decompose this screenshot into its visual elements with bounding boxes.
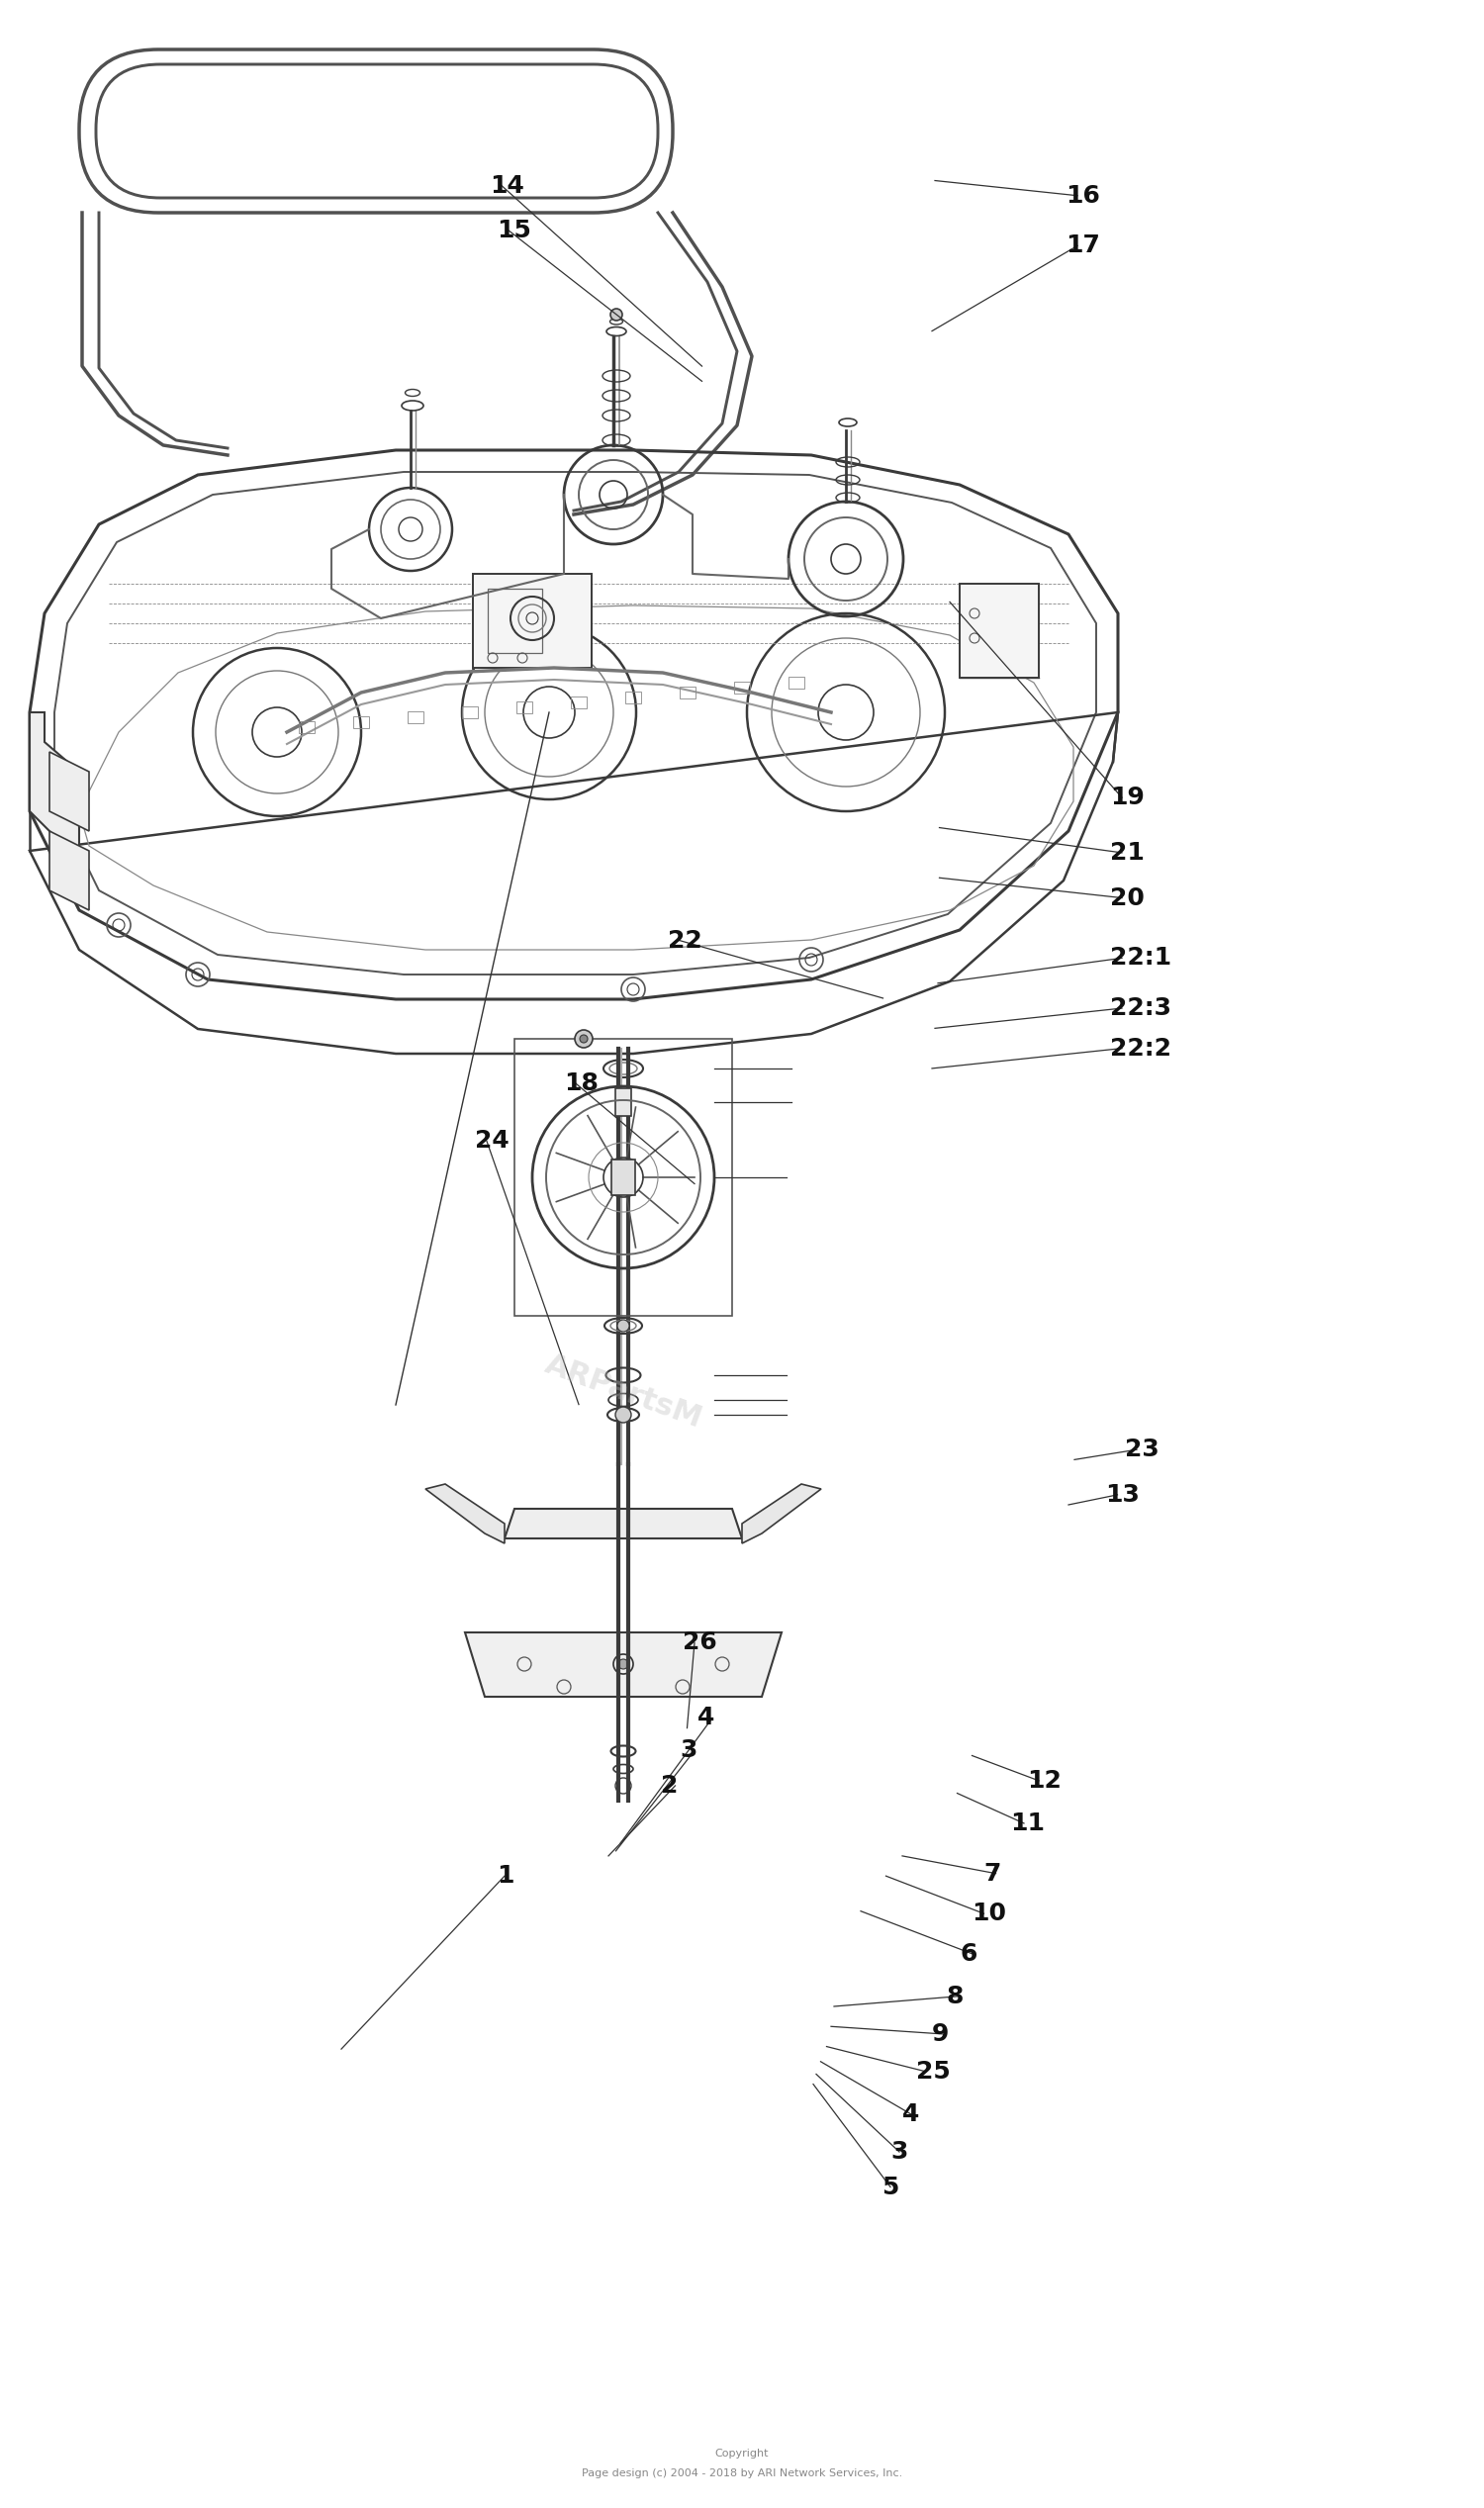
Text: 2: 2 bbox=[660, 1773, 678, 1798]
Text: 16: 16 bbox=[1066, 183, 1100, 208]
Text: 22:2: 22:2 bbox=[1110, 1036, 1171, 1061]
Circle shape bbox=[580, 1036, 588, 1043]
Circle shape bbox=[616, 1407, 631, 1422]
Text: 6: 6 bbox=[960, 1941, 978, 1966]
Text: 4: 4 bbox=[902, 2102, 920, 2127]
Text: 3: 3 bbox=[680, 1738, 697, 1763]
Text: 12: 12 bbox=[1027, 1768, 1061, 1793]
Bar bbox=[571, 697, 586, 707]
Text: 5: 5 bbox=[881, 2174, 899, 2200]
Polygon shape bbox=[464, 1633, 782, 1698]
Polygon shape bbox=[49, 830, 89, 910]
Text: 4: 4 bbox=[697, 1705, 715, 1731]
Bar bbox=[680, 687, 696, 700]
Text: Page design (c) 2004 - 2018 by ARI Network Services, Inc.: Page design (c) 2004 - 2018 by ARI Netwo… bbox=[582, 2468, 902, 2478]
Bar bbox=[788, 677, 804, 690]
Bar bbox=[515, 1038, 732, 1317]
Text: 11: 11 bbox=[1011, 1811, 1045, 1836]
Text: 22:1: 22:1 bbox=[1110, 946, 1171, 971]
Polygon shape bbox=[49, 752, 89, 830]
Bar bbox=[516, 702, 533, 712]
Bar bbox=[611, 1159, 635, 1196]
Circle shape bbox=[610, 308, 622, 321]
Polygon shape bbox=[426, 1485, 505, 1542]
Bar bbox=[408, 712, 423, 722]
Text: 26: 26 bbox=[683, 1630, 717, 1655]
Circle shape bbox=[619, 1660, 628, 1668]
Bar bbox=[488, 589, 542, 652]
Text: 7: 7 bbox=[984, 1861, 1002, 1886]
Text: 3: 3 bbox=[890, 2139, 908, 2164]
Text: 9: 9 bbox=[932, 2021, 950, 2047]
Bar bbox=[353, 717, 370, 727]
Text: 17: 17 bbox=[1066, 233, 1100, 258]
Polygon shape bbox=[30, 712, 79, 860]
Text: 14: 14 bbox=[490, 173, 524, 198]
Text: Copyright: Copyright bbox=[715, 2448, 769, 2458]
Text: 20: 20 bbox=[1110, 885, 1144, 910]
Text: 18: 18 bbox=[564, 1071, 598, 1096]
Circle shape bbox=[617, 1319, 629, 1332]
Text: 8: 8 bbox=[947, 1984, 965, 2009]
Text: 22: 22 bbox=[668, 928, 702, 953]
Bar bbox=[473, 574, 592, 667]
Text: 19: 19 bbox=[1110, 785, 1144, 810]
Bar bbox=[616, 1088, 631, 1116]
Polygon shape bbox=[742, 1485, 821, 1542]
Text: 10: 10 bbox=[972, 1901, 1006, 1926]
Bar bbox=[960, 584, 1039, 677]
Text: 24: 24 bbox=[475, 1129, 509, 1154]
Text: 1: 1 bbox=[497, 1863, 515, 1889]
Text: 21: 21 bbox=[1110, 840, 1144, 865]
Text: 13: 13 bbox=[1106, 1482, 1140, 1507]
Text: ARPartsM: ARPartsM bbox=[540, 1349, 706, 1435]
Text: 15: 15 bbox=[497, 218, 531, 243]
Circle shape bbox=[574, 1031, 592, 1048]
Bar bbox=[735, 682, 749, 695]
Bar bbox=[625, 692, 641, 702]
Polygon shape bbox=[505, 1510, 742, 1537]
Text: 25: 25 bbox=[916, 2059, 950, 2084]
Text: 22:3: 22:3 bbox=[1110, 996, 1171, 1021]
Bar bbox=[462, 707, 478, 717]
Bar bbox=[298, 722, 315, 732]
Text: 23: 23 bbox=[1125, 1437, 1159, 1462]
